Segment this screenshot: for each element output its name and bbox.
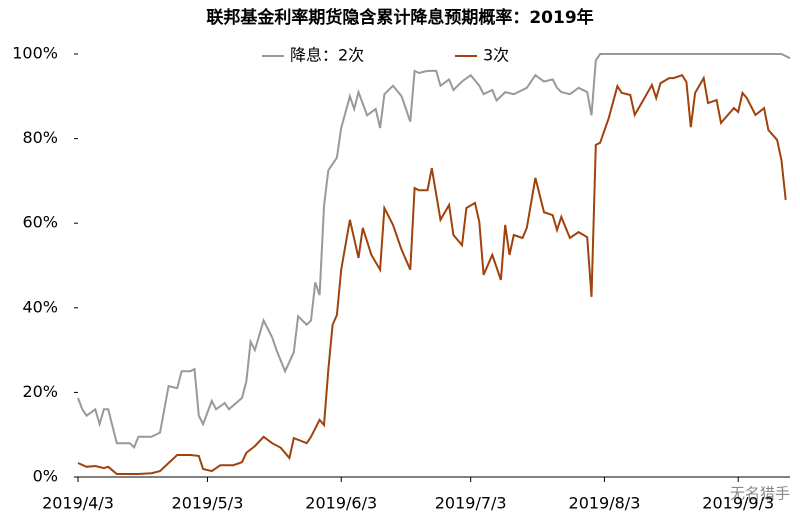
y-tick-label: 0%: [33, 467, 58, 486]
x-tick-label: 2019/6/3: [305, 494, 377, 513]
x-tick-label: 2019/9/3: [702, 494, 774, 513]
y-tick-label: 20%: [22, 382, 58, 401]
chart-title: 联邦基金利率期货隐含累计降息预期概率：2019年: [206, 7, 593, 28]
legend-label: 降息：2次: [290, 46, 364, 65]
x-tick-label: 2019/8/3: [569, 494, 641, 513]
watermark: 无名猎手: [730, 485, 790, 503]
x-tick-label: 2019/7/3: [435, 494, 507, 513]
x-tick-label: 2019/5/3: [172, 494, 244, 513]
series-line: [77, 53, 791, 450]
y-tick-label: 80%: [22, 128, 58, 147]
y-tick-label: 100%: [12, 44, 58, 63]
y-tick-label: 60%: [22, 213, 58, 232]
series-line: [77, 74, 787, 475]
x-tick-label: 2019/4/3: [42, 494, 114, 513]
legend-label: 3次: [483, 46, 509, 65]
y-tick-label: 40%: [22, 297, 58, 316]
